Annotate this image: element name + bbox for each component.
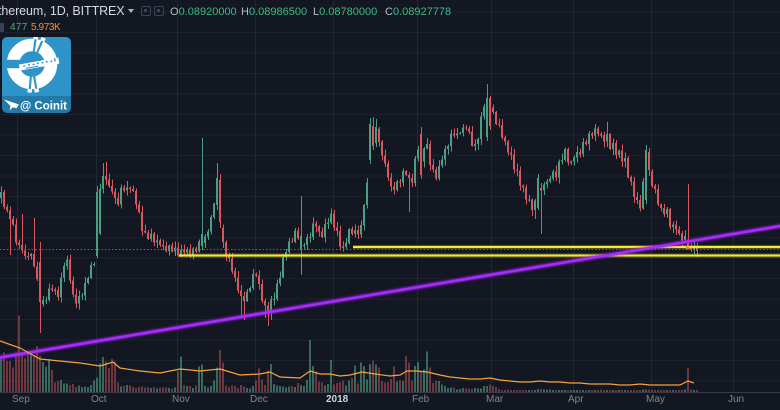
svg-text:@ Coinit: @ Coinit [20, 101, 67, 113]
